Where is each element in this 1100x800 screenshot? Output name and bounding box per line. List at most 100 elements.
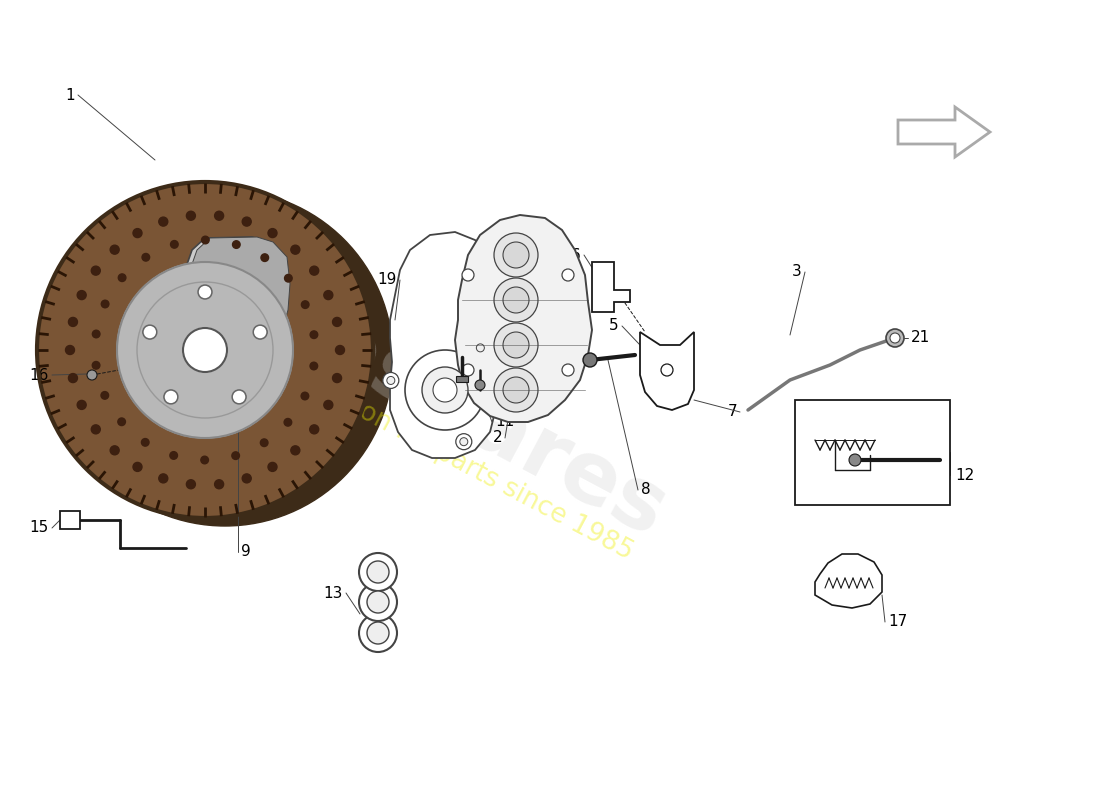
Circle shape [164,390,178,404]
Circle shape [310,362,318,370]
Circle shape [301,392,309,400]
Circle shape [214,211,223,220]
Circle shape [101,391,109,399]
Circle shape [890,333,900,343]
Circle shape [142,438,148,446]
Circle shape [37,182,373,518]
Circle shape [92,330,100,338]
Text: 19: 19 [377,273,397,287]
Circle shape [476,344,484,352]
Bar [795,400,950,505]
Circle shape [158,474,168,483]
Circle shape [214,480,223,489]
Circle shape [91,425,100,434]
Circle shape [119,274,125,282]
Circle shape [77,290,86,299]
Text: 9: 9 [241,545,251,559]
Circle shape [183,328,227,372]
Text: 13: 13 [323,586,343,601]
Circle shape [562,269,574,281]
Circle shape [387,377,395,385]
Circle shape [301,301,309,309]
Polygon shape [898,107,990,157]
Circle shape [66,346,75,354]
Polygon shape [185,237,285,338]
Circle shape [310,266,319,275]
Circle shape [68,318,77,326]
Circle shape [261,254,268,262]
Circle shape [285,274,293,282]
Text: 11: 11 [495,414,515,430]
Circle shape [359,583,397,621]
Circle shape [158,217,168,226]
Circle shape [472,340,488,356]
Text: 21: 21 [911,330,931,346]
Polygon shape [390,232,505,458]
Text: 10: 10 [416,379,434,394]
Circle shape [886,329,904,347]
Text: 5: 5 [609,318,619,334]
Circle shape [332,374,341,382]
Bar [272,328,288,338]
Circle shape [186,480,196,489]
Circle shape [367,622,389,644]
Circle shape [494,323,538,367]
Polygon shape [640,332,694,410]
Circle shape [186,211,196,220]
Text: 6: 6 [571,247,581,262]
Circle shape [232,241,240,248]
Bar [182,328,198,338]
Circle shape [201,456,209,464]
Circle shape [383,373,399,389]
Circle shape [323,290,333,299]
Circle shape [201,236,209,244]
Circle shape [133,462,142,471]
Text: 7: 7 [727,405,737,419]
Circle shape [503,287,529,313]
Circle shape [198,285,212,299]
Circle shape [494,368,538,412]
Text: 15: 15 [30,521,50,535]
Circle shape [57,190,393,526]
Circle shape [268,462,277,471]
Circle shape [503,242,529,268]
Circle shape [332,318,341,326]
Circle shape [849,454,861,466]
Circle shape [503,377,529,403]
Bar [60,511,80,529]
Text: 8: 8 [641,482,650,498]
Circle shape [433,378,456,402]
Polygon shape [592,262,630,312]
Circle shape [117,262,293,438]
Bar [456,376,468,382]
Circle shape [562,364,574,376]
Text: 2: 2 [493,430,502,446]
Circle shape [169,452,177,459]
Circle shape [110,446,119,455]
Circle shape [268,229,277,238]
Circle shape [359,614,397,652]
Circle shape [91,266,100,275]
Text: 1: 1 [65,87,75,102]
Text: 17: 17 [888,614,907,630]
Circle shape [336,346,344,354]
Circle shape [142,254,150,261]
Circle shape [359,553,397,591]
Circle shape [475,380,485,390]
Circle shape [661,364,673,376]
Circle shape [261,439,268,446]
Circle shape [494,233,538,277]
Circle shape [118,418,125,426]
Circle shape [310,331,318,338]
Circle shape [367,561,389,583]
Circle shape [367,591,389,613]
Circle shape [323,401,333,410]
Circle shape [68,374,77,382]
Circle shape [290,446,300,455]
Circle shape [583,353,597,367]
Circle shape [133,229,142,238]
Circle shape [422,367,468,413]
Circle shape [460,438,467,446]
Text: 3: 3 [792,265,802,279]
Circle shape [170,241,178,248]
